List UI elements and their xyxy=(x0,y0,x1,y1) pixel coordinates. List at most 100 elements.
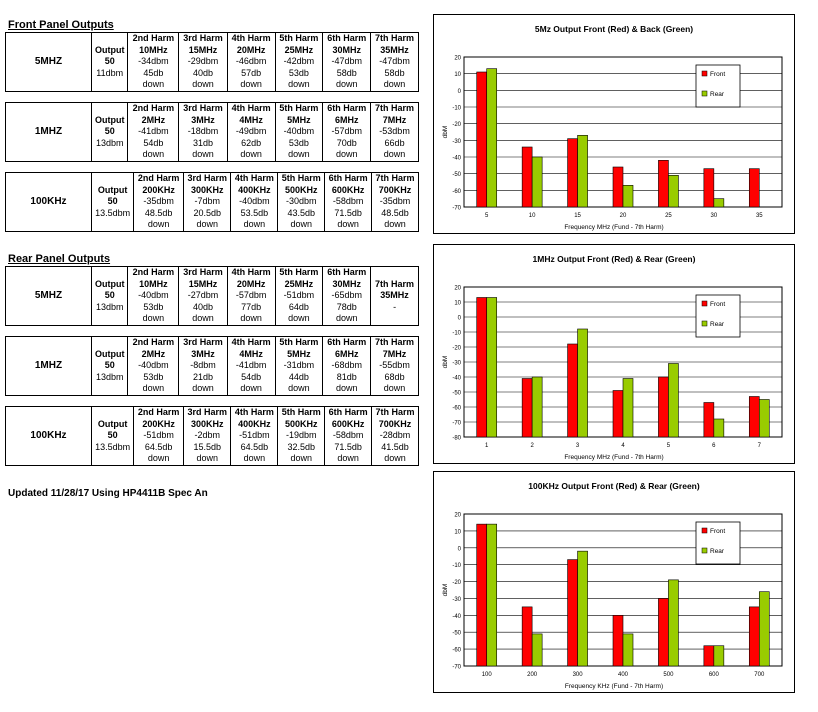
harmonic-cell: 7th Harm 700KHz -28dbm 41.5db down xyxy=(371,406,419,465)
cell-header: 5th Harm xyxy=(281,173,321,183)
x-tick-label: 30 xyxy=(711,213,718,219)
cell-value: down xyxy=(196,219,218,229)
harmonic-cell: 2nd Harm 10MHz -40dbm 53db down xyxy=(127,266,179,325)
y-tick-label: -20 xyxy=(452,346,461,352)
cell-header: 300KHz xyxy=(190,184,224,195)
cell-value: 64.5db xyxy=(144,441,173,452)
cell-header: 6MHz xyxy=(334,114,359,125)
harmonic-cell: 2nd Harm 2MHz -41dbm 54db down xyxy=(127,102,179,161)
cell-value: down xyxy=(290,219,313,229)
front-panel-title: Front Panel Outputs xyxy=(8,19,114,31)
cell-value: -8dbm xyxy=(190,360,216,370)
cell-value: 54db xyxy=(143,137,164,148)
cell-value: down xyxy=(192,79,214,89)
bar-rear xyxy=(758,399,770,438)
cell-value: 31db xyxy=(192,137,213,148)
harmonic-cell: 7th Harm 700KHz -35dbm 48.5db down xyxy=(371,172,419,231)
cell-value: 68db xyxy=(384,371,405,382)
cell-value: 21db xyxy=(192,371,213,382)
harmonic-cell: 4th Harm 4MHz -41dbm 54db down xyxy=(226,336,275,395)
cell-header: 25MHz xyxy=(284,44,314,55)
cell-header: 25MHz xyxy=(284,278,314,289)
output-cell: Output 50 13dbm xyxy=(90,266,128,325)
cell-value: 53db xyxy=(288,67,309,78)
cell-header: 4th Harm xyxy=(231,33,271,43)
cell-header: 7th Harm xyxy=(375,33,415,43)
x-tick-label: 700 xyxy=(754,672,765,678)
cell-value: -58dbm xyxy=(332,196,364,206)
y-axis-label: dbM xyxy=(442,126,449,139)
harmonic-cell: 3rd Harm 3MHz -18dbm 31db down xyxy=(178,102,228,161)
cell-value: 13dbm xyxy=(95,371,124,382)
y-tick-label: -50 xyxy=(452,631,461,637)
legend-swatch xyxy=(701,90,708,97)
x-tick-label: 600 xyxy=(709,672,720,678)
bar-rear xyxy=(622,378,634,438)
cell-value: 62db xyxy=(241,137,262,148)
cell-header: 500KHz xyxy=(285,184,318,195)
legend-label: Rear xyxy=(710,91,725,98)
cell-value: down xyxy=(147,219,170,229)
cell-header: 2nd Harm xyxy=(132,267,175,277)
harmonic-cell: 3rd Harm 15MHz -29dbm 40db down xyxy=(178,32,228,91)
cell-value: down xyxy=(142,313,165,323)
cell-value: 57db xyxy=(241,67,262,78)
cell-header: 700KHz xyxy=(378,418,412,429)
cell-header: 4th Harm xyxy=(231,103,271,113)
y-tick-label: -80 xyxy=(452,436,461,442)
harmonic-cell: 7th Harm 7MHz -55dbm 68db down xyxy=(370,336,419,395)
harmonic-cell: 2nd Harm 10MHz -34dbm 45db down xyxy=(127,32,179,91)
bar-front xyxy=(703,168,715,208)
cell-value: -40dbm xyxy=(138,290,169,300)
cell-value: -55dbm xyxy=(379,360,410,370)
cell-header: 6MHz xyxy=(334,348,359,359)
bar-front xyxy=(567,559,578,667)
cell-value: 43.5db xyxy=(287,207,316,218)
legend-label: Rear xyxy=(710,548,725,555)
cell-value: -41dbm xyxy=(235,360,267,370)
cell-header: 10MHz xyxy=(139,278,168,289)
y-tick-label: 20 xyxy=(454,56,461,62)
harmonic-cell: 4th Harm 400KHz -40dbm 53.5db down xyxy=(230,172,278,231)
bar-rear xyxy=(486,68,498,208)
cell-header: 3MHz xyxy=(191,348,215,359)
x-tick-label: 6 xyxy=(712,443,716,449)
cell-header: 5th Harm xyxy=(281,407,321,417)
cell-header: 200KHz xyxy=(142,418,175,429)
cell-header: 6th Harm xyxy=(328,407,368,417)
rear-table-5mhz: 5MHZ Output 50 13dbm 2nd Harm 10MHz -40dbm 53db… xyxy=(5,266,419,326)
cell-value: 64db xyxy=(288,301,309,312)
bar-rear xyxy=(713,418,725,438)
cell-header: 7th Harm xyxy=(375,173,415,183)
cell-value: -51dbm xyxy=(283,290,315,300)
cell-value: -47dbm xyxy=(331,56,362,66)
cell-value: down xyxy=(240,313,262,323)
x-tick-label: 7 xyxy=(758,443,762,449)
x-tick-label: 3 xyxy=(576,443,580,449)
cell-value: 53db xyxy=(143,301,164,312)
cell-value: down xyxy=(337,453,359,463)
cell-value: -53dbm xyxy=(379,126,410,136)
bar-rear xyxy=(668,363,679,438)
bar-front xyxy=(748,168,760,208)
cell-value: down xyxy=(240,149,262,159)
bar-front xyxy=(612,615,624,667)
y-tick-label: -30 xyxy=(452,139,461,145)
cell-value: 48.5db xyxy=(381,207,409,218)
cell-header: 2nd Harm xyxy=(137,407,180,417)
bar-front xyxy=(476,297,488,438)
cell-value: -68dbm xyxy=(331,360,362,370)
cell-value: 81db xyxy=(336,371,357,382)
y-tick-label: -50 xyxy=(452,172,461,178)
y-axis-label: dbM xyxy=(442,584,449,597)
rear-table-100khz: 100KHz Output 50 13.5dbm 2nd Harm 200KHz -51db… xyxy=(5,406,419,466)
cell-header: 2MHz xyxy=(141,348,166,359)
harmonic-cell: 7th Harm 7MHz -53dbm 66db down xyxy=(370,102,419,161)
cell-value: down xyxy=(384,219,406,229)
harmonic-cell: 3rd Harm 3MHz -8dbm 21db down xyxy=(178,336,228,395)
row-label: 5MHZ xyxy=(34,56,63,67)
harmonic-cell: 4th Harm 400KHz -51dbm 64.5db down xyxy=(230,406,278,465)
y-tick-label: 0 xyxy=(458,89,462,95)
cell-header: 5th Harm xyxy=(279,337,319,347)
cell-value: 71.5db xyxy=(334,207,362,218)
